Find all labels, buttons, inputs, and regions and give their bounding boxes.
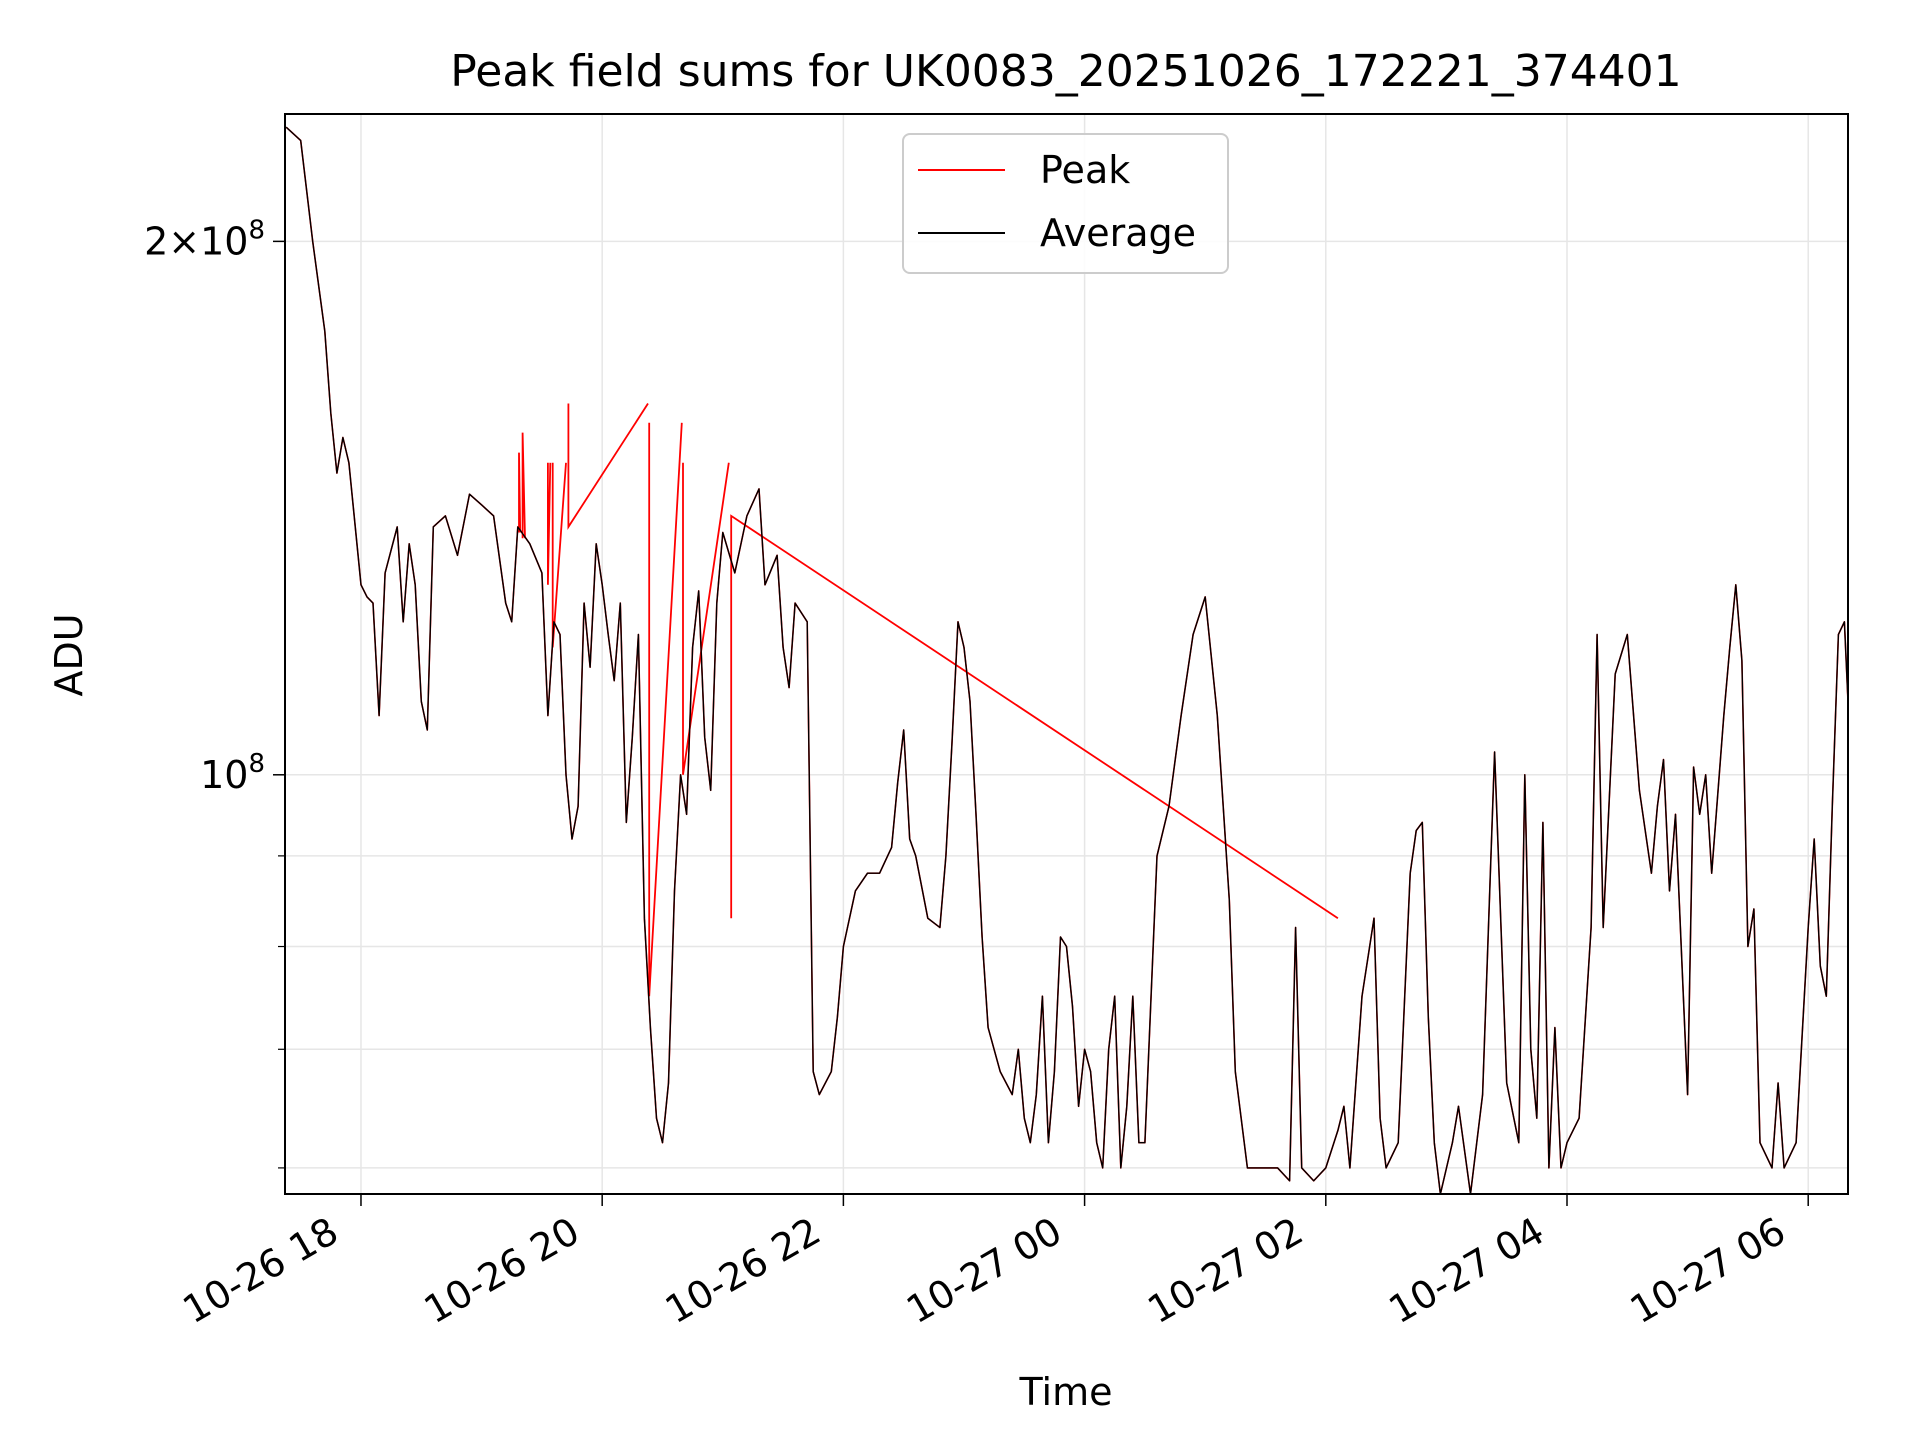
peak-spike xyxy=(648,422,683,997)
peak-spike xyxy=(521,432,526,539)
peak-spike xyxy=(518,452,522,533)
grid-lines xyxy=(285,114,1848,1194)
peak-series-line xyxy=(285,120,1849,1195)
y-tick-label: 108 xyxy=(200,749,265,797)
x-tick-label: 10-27 02 xyxy=(1140,1209,1310,1333)
y-axis-label: ADU xyxy=(47,613,91,696)
x-axis-label: Time xyxy=(1019,1370,1113,1414)
average-series-line xyxy=(285,120,1849,1195)
plot-frame xyxy=(284,113,1849,1195)
y-tick-label: 2×108 xyxy=(144,215,265,263)
series-layer xyxy=(285,120,1849,1195)
peak-spike xyxy=(682,462,730,775)
chart-title: Peak field sums for UK0083_20251026_1722… xyxy=(450,46,1681,97)
x-tick-label: 10-26 20 xyxy=(417,1209,587,1333)
x-axis: 10-26 18 10-26 20 10-26 22 10-27 00 10-27 02… xyxy=(176,1194,1809,1332)
peak-spike xyxy=(730,514,1339,919)
peak-spike xyxy=(547,462,552,585)
legend: Peak Average xyxy=(902,133,1229,274)
peak-spike xyxy=(567,403,649,530)
legend-average-label: Average xyxy=(1040,211,1196,255)
x-tick-label: 10-27 04 xyxy=(1382,1209,1552,1333)
x-tick-label: 10-26 22 xyxy=(658,1209,828,1333)
x-tick-label: 10-27 06 xyxy=(1623,1209,1793,1333)
x-tick-label: 10-27 00 xyxy=(899,1209,1069,1333)
legend-box xyxy=(902,133,1229,274)
peak-spike xyxy=(551,462,567,648)
x-tick-label: 10-26 18 xyxy=(176,1209,346,1333)
y-axis: 108 2×108 xyxy=(144,215,285,1169)
legend-peak-label: Peak xyxy=(1040,148,1130,192)
